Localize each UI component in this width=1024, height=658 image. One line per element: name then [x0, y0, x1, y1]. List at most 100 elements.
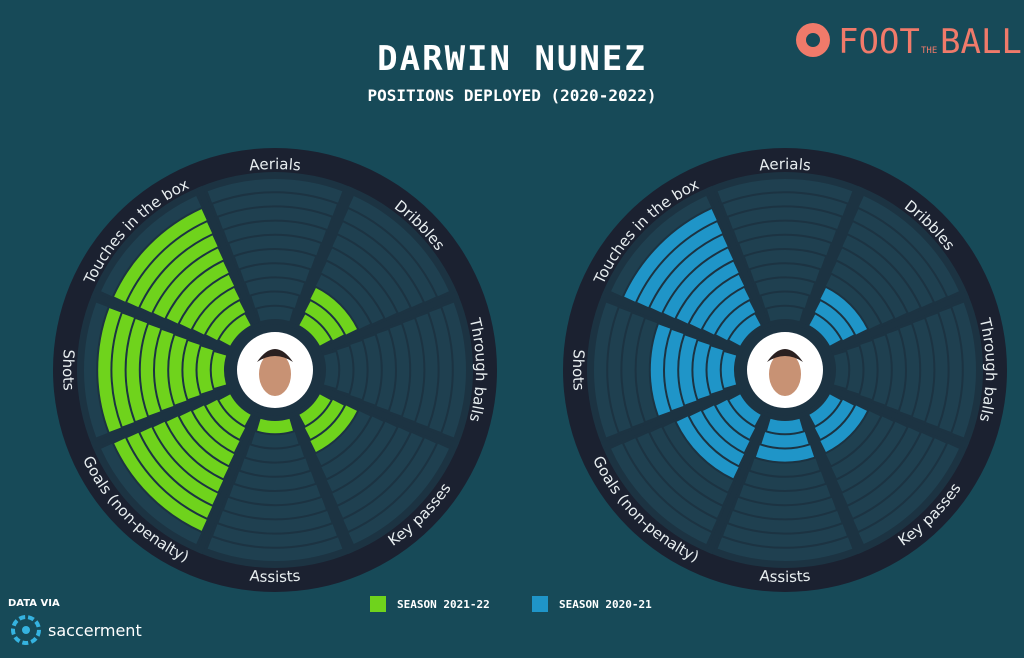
divider — [706, 185, 769, 325]
empty-ring — [332, 427, 410, 505]
empty-ring — [234, 471, 316, 490]
empty-ring — [767, 306, 803, 322]
divider — [801, 415, 864, 555]
empty-ring — [624, 438, 717, 531]
empty-ring — [608, 308, 631, 432]
legend-label: SEASON 2021-22 — [397, 598, 490, 611]
empty-ring — [912, 319, 934, 421]
divider — [801, 185, 864, 325]
empty-ring — [847, 222, 933, 308]
empty-ring — [337, 222, 423, 308]
category-label-path: Assists — [249, 567, 302, 587]
divider — [320, 291, 460, 354]
empty-ring — [337, 346, 353, 394]
legend-label: SEASON 2020-21 — [559, 598, 652, 611]
empty-ring — [853, 209, 946, 302]
empty-ring — [739, 484, 831, 505]
empty-ring — [229, 484, 321, 505]
empty-ring — [245, 445, 305, 462]
empty-ring — [858, 443, 959, 544]
empty-ring — [899, 324, 920, 416]
photo-hair — [767, 349, 803, 362]
empty-ring — [636, 319, 658, 421]
empty-ring — [350, 340, 367, 400]
empty-ring — [240, 264, 310, 282]
empty-ring — [739, 235, 831, 256]
bar — [114, 209, 251, 346]
empty-ring — [723, 193, 847, 216]
empty-ring — [213, 524, 337, 547]
empty-ring — [363, 335, 381, 405]
empty-ring — [332, 235, 410, 313]
empty-ring — [218, 207, 332, 229]
bar — [676, 394, 761, 479]
empty-ring — [734, 497, 836, 519]
empty-ring — [251, 292, 299, 308]
category-label: Aerials — [248, 155, 302, 175]
empty-ring — [831, 416, 894, 479]
divider — [830, 386, 970, 449]
empty-ring — [750, 458, 820, 476]
empty-ring — [750, 264, 820, 282]
empty-ring — [315, 410, 371, 466]
divider — [600, 386, 740, 449]
empty-ring — [926, 313, 948, 427]
bar — [299, 288, 357, 346]
source-logo — [11, 615, 41, 645]
empty-ring — [836, 248, 907, 319]
empty-ring — [402, 319, 424, 421]
logo-text: BALL — [940, 22, 1022, 62]
source-label: DATA VIA — [8, 598, 60, 609]
bar — [624, 209, 761, 346]
divider — [600, 291, 740, 354]
empty-ring — [343, 438, 436, 531]
divider — [196, 185, 259, 325]
category-label-path: Shots — [59, 349, 78, 392]
legend-swatch — [532, 596, 548, 612]
photo-face — [259, 352, 291, 396]
empty-ring — [842, 427, 920, 505]
category-label: Aerials — [758, 155, 812, 175]
empty-ring — [728, 511, 842, 533]
empty-ring — [663, 421, 734, 492]
empty-ring — [207, 537, 343, 561]
empty-ring — [245, 278, 305, 295]
empty-ring — [886, 329, 905, 411]
empty-ring — [650, 427, 728, 505]
empty-ring — [257, 306, 293, 322]
empty-ring — [717, 178, 853, 203]
empty-ring — [321, 416, 384, 479]
logo-text: FOOT — [838, 22, 920, 62]
category-label: Shots — [59, 349, 78, 392]
bar — [299, 394, 357, 452]
empty-ring — [611, 196, 712, 297]
empty-ring — [873, 335, 891, 405]
bar — [114, 394, 251, 531]
empty-ring — [744, 471, 826, 490]
empty-ring — [348, 196, 449, 297]
bar — [809, 394, 867, 452]
bar — [98, 308, 227, 432]
photo-face — [769, 352, 801, 396]
category-label-path: Shots — [569, 349, 588, 392]
empty-ring — [321, 261, 384, 324]
divider — [90, 291, 230, 354]
empty-ring — [429, 308, 452, 432]
empty-ring — [326, 421, 397, 492]
empty-ring — [755, 278, 815, 295]
category-label-path: Aerials — [758, 155, 812, 175]
empty-ring — [728, 207, 842, 229]
divider — [706, 415, 769, 555]
empty-ring — [376, 329, 395, 411]
empty-ring — [853, 438, 946, 531]
empty-ring — [101, 196, 202, 297]
logo-text: THE — [921, 46, 937, 56]
legend-swatch — [370, 596, 386, 612]
empty-ring — [343, 209, 436, 302]
empty-ring — [224, 497, 326, 519]
empty-ring — [234, 250, 316, 269]
empty-ring — [952, 302, 976, 438]
empty-ring — [860, 340, 877, 400]
empty-ring — [101, 443, 202, 544]
